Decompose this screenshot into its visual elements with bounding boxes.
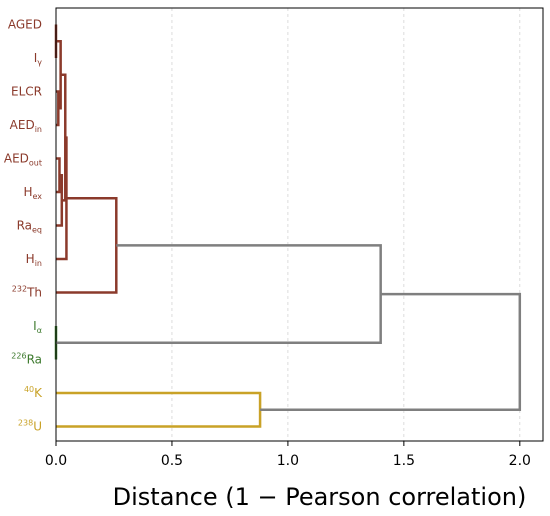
dendrogram-link xyxy=(56,391,262,428)
x-axis-title: Distance (1 − Pearson correlation) xyxy=(113,483,527,511)
leaf-label: AEDout xyxy=(4,152,42,168)
leaf-label: 40K xyxy=(24,385,43,400)
leaf-label: 232Th xyxy=(12,285,42,300)
dendrogram-link xyxy=(56,197,118,294)
leaf-label: Hin xyxy=(26,252,42,268)
leaf-label: Iα xyxy=(33,319,42,335)
x-tick-label: 0.5 xyxy=(161,453,183,469)
leaf-label: ELCR xyxy=(11,85,42,99)
leaf-label: 238U xyxy=(18,419,42,434)
x-tick-label: 1.5 xyxy=(393,453,415,469)
dendrogram-link xyxy=(260,292,522,411)
leaf-label: 226Ra xyxy=(11,352,42,367)
leaf-label: AEDin xyxy=(10,118,42,134)
dendrogram-link xyxy=(56,244,382,344)
x-tick-label: 2.0 xyxy=(509,453,531,469)
leaf-label: AGED xyxy=(8,18,42,32)
leaf-labels: AGED Iγ ELCR AEDin AEDout Hex Raeq Hin 232Th Iα 22… xyxy=(4,18,43,434)
leaf-label: Hex xyxy=(23,185,42,201)
axes-frame xyxy=(55,7,544,442)
x-tick-label: 0.0 xyxy=(45,453,67,469)
dendrogram-link xyxy=(56,157,61,194)
leaf-label: Raeq xyxy=(17,219,42,235)
x-axis-ticks: 0.0 0.5 1.0 1.5 2.0 xyxy=(45,441,531,469)
leaf-label: Iγ xyxy=(34,51,43,67)
grid-lines xyxy=(55,8,521,441)
x-tick-label: 1.0 xyxy=(277,453,299,469)
